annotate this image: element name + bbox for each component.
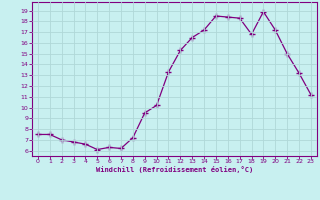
X-axis label: Windchill (Refroidissement éolien,°C): Windchill (Refroidissement éolien,°C) — [96, 166, 253, 173]
